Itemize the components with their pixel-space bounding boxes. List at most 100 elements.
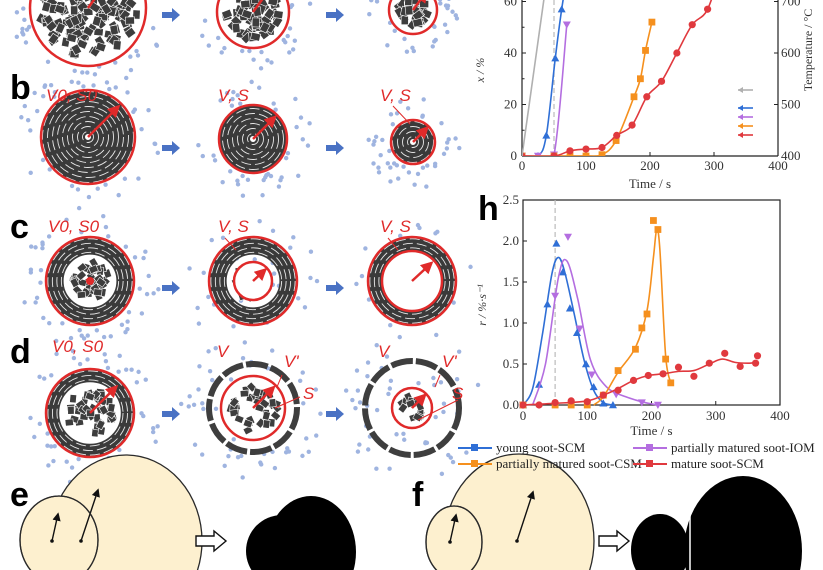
oxidant-dot	[313, 387, 318, 392]
crystallite	[69, 394, 77, 404]
particle-outline	[19, 495, 99, 570]
data-point	[659, 370, 667, 378]
oxidant-dot	[308, 275, 313, 281]
radius-arrow	[252, 385, 276, 409]
oxidant-dot	[33, 245, 38, 250]
oxidant-dot	[37, 421, 43, 427]
oxidant-dot	[273, 107, 278, 112]
oxidant-dot	[29, 244, 34, 249]
oxidant-dot	[64, 217, 69, 223]
shell-layer	[42, 91, 134, 183]
oxidant-dot	[106, 234, 111, 239]
shell-layer	[392, 121, 434, 163]
chart-h-rate: 0 100 200 300 400 0.0 0.5 1.0 1.5 2.0 2.5 Time / s r…	[475, 192, 790, 438]
oxidant-dot	[21, 32, 26, 37]
boundary-circle	[380, 249, 444, 313]
oxidant-dot	[287, 26, 293, 31]
data-point	[542, 131, 551, 139]
blue-arrow-icon	[326, 141, 344, 155]
oxidant-dot	[251, 57, 256, 62]
oxidant-dot	[365, 373, 370, 379]
oxidant-dot	[132, 107, 138, 112]
oxidant-dot	[25, 117, 31, 123]
label-leader	[417, 399, 459, 421]
crystallite	[412, 17, 424, 28]
data-point	[599, 399, 608, 407]
oxidant-dot	[179, 401, 184, 407]
oxidant-dot	[279, 175, 284, 180]
panel-letter-f: f	[412, 476, 424, 514]
oxidant-dot	[103, 182, 108, 187]
oxidant-dot	[224, 90, 230, 96]
vs-label: V'	[442, 352, 457, 371]
oxidant-dot	[259, 462, 264, 467]
radius-arrow	[89, 384, 119, 414]
crystallite	[419, 0, 429, 8]
oxidant-dot	[438, 380, 444, 385]
oxidant-dot	[417, 225, 422, 231]
oxidant-dot	[260, 193, 265, 198]
oxidant-dot	[420, 165, 426, 170]
series-line	[522, 21, 653, 156]
crystallite-cluster	[35, 0, 141, 60]
y-tick-label: 2.0	[503, 233, 519, 248]
oxidant-dot	[450, 459, 456, 465]
chart-g-conversion: 0 100 200 300 400 0 20 40 60 400 500 600 700 Time / s…	[473, 0, 815, 191]
blue-arrow-icon	[162, 141, 180, 155]
panel-letter-c: c	[10, 208, 29, 246]
shell-band	[367, 237, 456, 326]
oxidant-dot	[200, 153, 205, 159]
oxidant-dot	[129, 367, 134, 372]
shell-layer	[214, 242, 292, 320]
shell-band	[41, 90, 135, 184]
oxidant-dot	[374, 466, 379, 471]
data-point	[653, 401, 662, 409]
oxidant-dot	[116, 192, 121, 198]
oxidant-dot	[68, 335, 74, 341]
oxidant-dot	[363, 246, 368, 251]
shell-layer	[82, 131, 94, 143]
shell-layer	[373, 242, 451, 320]
oxidant-dot	[155, 150, 161, 156]
oxidant-dot	[265, 58, 270, 63]
oxidant-dot	[369, 0, 374, 3]
oxidant-dot	[132, 255, 138, 260]
oxidant-dot	[32, 434, 37, 440]
crystallite	[404, 5, 414, 16]
oxidant-dot	[72, 68, 77, 74]
crystallite	[100, 3, 113, 16]
oxidant-dot	[450, 9, 455, 14]
crystallite	[105, 0, 118, 8]
oxidant-dot	[69, 465, 75, 470]
vs-label: S	[303, 384, 315, 403]
label-leader	[387, 237, 399, 251]
mini-legend-marker	[738, 132, 743, 138]
graphitic-shell	[391, 120, 435, 164]
panel-letter-d: d	[10, 333, 31, 371]
crystallite	[66, 33, 78, 43]
oxidant-dot	[200, 33, 205, 39]
oxidant-dot	[388, 378, 394, 384]
oxidant-dot	[388, 165, 393, 170]
legend-swatch-partial-iom	[633, 442, 667, 454]
oxidant-dot	[186, 404, 191, 409]
y2-tick-label: 400	[781, 148, 801, 163]
crystallite	[69, 14, 81, 27]
data-point	[552, 239, 561, 247]
radius-arrow	[252, 267, 268, 282]
oxidant-dot	[314, 433, 319, 438]
oxidant-dot	[26, 24, 32, 30]
oxidant-dot	[94, 328, 100, 333]
oxidant-dot	[259, 49, 264, 55]
oxidant-dot	[146, 273, 151, 279]
oxidant-dot	[28, 128, 33, 133]
oxidant-dot	[432, 161, 438, 167]
oxidant-dot	[33, 300, 38, 305]
oxidant-dot	[230, 96, 235, 102]
blue-arrow-icon	[162, 407, 180, 421]
oxidant-dot	[438, 1, 443, 6]
oxidant-dot	[355, 388, 361, 393]
oxidant-dot	[396, 176, 401, 181]
oxidant-dot	[155, 424, 160, 429]
